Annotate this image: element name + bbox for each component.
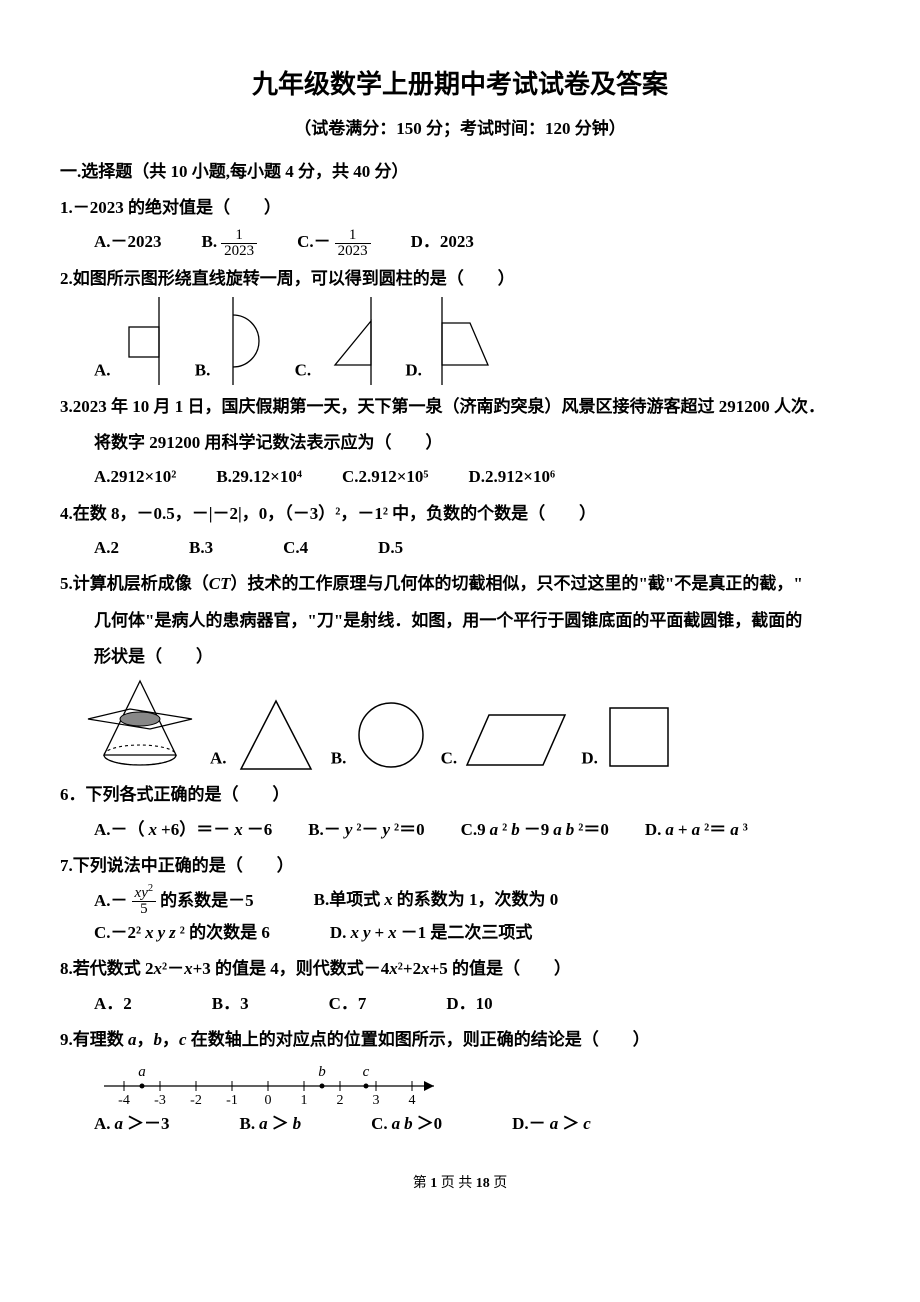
svg-text:4: 4 — [409, 1093, 416, 1108]
q4-stem: 4.在数 8，－0.5，－|－2|，0，（－3）²，－1² 中，负数的个数是（ … — [60, 498, 860, 530]
q1-opt-c: C.－ 1 2023 — [297, 226, 371, 258]
q4-opt-a: A.2 — [94, 532, 119, 564]
q9-opt-a: A.a＞－3 — [94, 1108, 170, 1140]
q9-stem: 9.有理数 a，b，c 在数轴上的对应点的位置如图所示，则正确的结论是（ ） — [60, 1024, 860, 1056]
q3-line1: 3.2023 年 10 月 1 日，国庆假期第一天，天下第一泉（济南趵突泉）风景… — [60, 391, 860, 423]
svg-text:0: 0 — [265, 1093, 272, 1108]
fraction-icon: 1 2023 — [221, 228, 257, 259]
cone-cut-icon — [80, 675, 200, 775]
fraction-icon: xy2 5 — [132, 884, 157, 917]
svg-text:-2: -2 — [190, 1093, 202, 1108]
svg-text:-3: -3 — [154, 1093, 166, 1108]
q8-opt-d: D．10 — [446, 988, 492, 1020]
q7-options-row1: A.－ xy2 5 的系数是－5 B.单项式 x 的系数为 1，次数为 0 — [94, 884, 860, 917]
q8-opt-a: A．2 — [94, 988, 132, 1020]
q5-line2: 几何体"是病人的患病器官，"刀"是射线．如图，用一个平行于圆锥底面的平面截圆锥，… — [94, 605, 860, 637]
section-heading: 一.选择题（共 10 小题,每小题 4 分，共 40 分） — [60, 156, 860, 188]
circle-icon — [351, 695, 431, 775]
q7-opt-c: C.－2²xyz² 的次数是 6 — [94, 917, 270, 949]
q6-stem: 6．下列各式正确的是（ ） — [60, 779, 860, 811]
svg-text:-4: -4 — [118, 1093, 130, 1108]
q3-options: A.2912×10² B.29.12×10⁴ C.2.912×10⁵ D.2.9… — [94, 461, 860, 493]
q8-options: A．2 B．3 C．7 D．10 — [94, 988, 860, 1020]
q5-line1: 5.计算机层析成像（CT）技术的工作原理与几何体的切截相似，只不过这里的"截"不… — [60, 568, 860, 600]
q3-opt-c: C.2.912×10⁵ — [342, 461, 429, 493]
q1-opt-b: B. 1 2023 — [202, 226, 258, 258]
svg-text:2: 2 — [337, 1093, 344, 1108]
q3-line2: 将数字 291200 用科学记数法表示应为（ ） — [94, 427, 860, 459]
svg-text:b: b — [318, 1064, 326, 1080]
parallelogram-icon — [461, 705, 571, 775]
q3-opt-a: A.2912×10² — [94, 461, 176, 493]
q2-opt-c: C. — [295, 297, 396, 387]
q6-opt-a: A.－（x+6）＝－x－6 — [94, 814, 272, 846]
q4-opt-d: D.5 — [378, 532, 403, 564]
svg-text:a: a — [138, 1064, 146, 1080]
q3-opt-b: B.29.12×10⁴ — [216, 461, 302, 493]
shape-rect-axis-icon — [115, 297, 185, 387]
page-footer: 第 1 页 共 18 页 — [60, 1171, 860, 1198]
svg-text:c: c — [363, 1064, 370, 1080]
q6-opt-d: D.a+a²＝a³ — [645, 814, 748, 846]
fraction-icon: 1 2023 — [335, 228, 371, 259]
q1-opt-a: A.－2023 — [94, 226, 162, 258]
q6-opt-c: C.9a²b－9ab²＝0 — [461, 814, 609, 846]
square-icon — [602, 700, 677, 775]
q7-opt-a: A.－ xy2 5 的系数是－5 — [94, 884, 254, 917]
q5-figures: A. B. C. D. — [80, 675, 860, 775]
q4-options: A.2 B.3 C.4 D.5 — [94, 532, 860, 564]
q4-opt-b: B.3 — [189, 532, 213, 564]
shape-triangle-axis-icon — [315, 297, 395, 387]
q4-opt-c: C.4 — [283, 532, 308, 564]
q5-opt-a: A. — [210, 695, 321, 775]
page-title: 九年级数学上册期中考试试卷及答案 — [60, 60, 860, 109]
svg-text:3: 3 — [373, 1093, 380, 1108]
q8-stem: 8.若代数式 2x²－x+3 的值是 4，则代数式－4x²+2x+5 的值是（ … — [60, 953, 860, 985]
q2-opt-b: B. — [195, 297, 285, 387]
q9-opt-c: C.ab＞0 — [371, 1108, 442, 1140]
q2-figures: A. B. C. D. — [94, 297, 860, 387]
q3-opt-d: D.2.912×10⁶ — [469, 461, 556, 493]
q5-opt-b: B. — [331, 695, 431, 775]
svg-text:-1: -1 — [226, 1093, 238, 1108]
q9-opt-d: D.－a＞c — [512, 1108, 591, 1140]
q2-opt-a: A. — [94, 297, 185, 387]
q8-opt-c: C．7 — [329, 988, 367, 1020]
q1-opt-d: D．2023 — [411, 226, 474, 258]
q6-opt-b: B.－y²－y²＝0 — [308, 814, 424, 846]
q7-opt-b: B.单项式 x 的系数为 1，次数为 0 — [314, 884, 559, 916]
q9-options: A.a＞－3 B.a＞b C.ab＞0 D.－a＞c — [94, 1108, 860, 1140]
shape-trapezoid-axis-icon — [426, 297, 506, 387]
q1-options: A.－2023 B. 1 2023 C.－ 1 2023 D．2023 — [94, 226, 860, 258]
q5-opt-d: D. — [581, 700, 677, 775]
q2-opt-d: D. — [405, 297, 506, 387]
q6-options: A.－（x+6）＝－x－6 B.－y²－y²＝0 C.9a²b－9ab²＝0 D… — [94, 814, 860, 846]
svg-text:1: 1 — [301, 1093, 308, 1108]
q9-opt-b: B.a＞b — [240, 1108, 302, 1140]
q5-opt-c: C. — [441, 705, 572, 775]
shape-semicircle-axis-icon — [215, 297, 285, 387]
q9-numberline: -4 -3 -2 -1 0 1 2 3 4 a b c — [94, 1058, 860, 1108]
q8-opt-b: B．3 — [212, 988, 249, 1020]
q7-opt-d: D.xy+x－1 是二次三项式 — [330, 917, 533, 949]
page-subtitle: （试卷满分：150 分；考试时间：120 分钟） — [60, 113, 860, 145]
triangle-icon — [231, 695, 321, 775]
number-line-icon: -4 -3 -2 -1 0 1 2 3 4 a b c — [94, 1058, 454, 1108]
q7-stem: 7.下列说法中正确的是（ ） — [60, 850, 860, 882]
q1-stem: 1.－2023 的绝对值是（ ） — [60, 192, 860, 224]
q2-stem: 2.如图所示图形绕直线旋转一周，可以得到圆柱的是（ ） — [60, 263, 860, 295]
q7-options-row2: C.－2²xyz² 的次数是 6 D.xy+x－1 是二次三项式 — [94, 917, 860, 949]
q5-line3: 形状是（ ） — [94, 641, 860, 673]
tick: -4 — [118, 1081, 130, 1108]
